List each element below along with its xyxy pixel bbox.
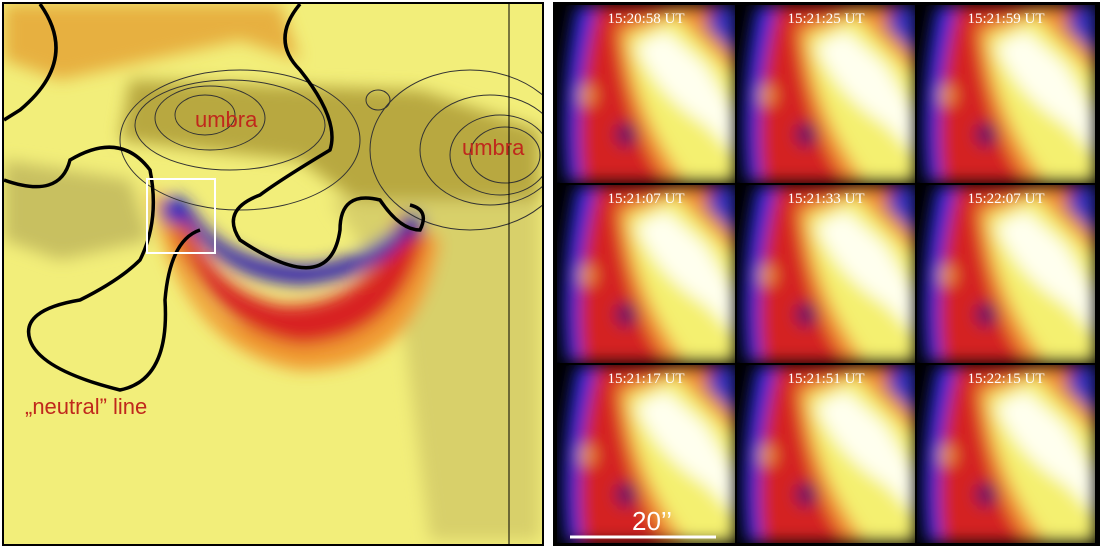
umbra-label: umbra [462, 135, 525, 160]
frame-time: 15:21:59 UT [967, 11, 1044, 27]
frame-time: 15:21:17 UT [607, 371, 684, 387]
frame-time: 15:21:25 UT [787, 11, 864, 27]
scale-bar-label: 20’’ [632, 506, 672, 536]
neutral-line-label: „neutral” line [25, 394, 147, 419]
frame-image [737, 366, 915, 542]
time-series-panel: 15:20:58 UT 15:21:25 UT 15:21:59 UT 15:21:0… [557, 6, 1095, 542]
frame-image [737, 6, 915, 182]
frame-image [557, 186, 735, 362]
frame-image [917, 186, 1095, 362]
magnetogram-panel: umbra umbra „neutral” line [4, 4, 542, 544]
frame-time: 15:21:07 UT [607, 191, 684, 207]
frame-time: 15:21:33 UT [787, 191, 864, 207]
frame-time: 15:22:07 UT [967, 191, 1044, 207]
frame-time: 15:21:51 UT [787, 371, 864, 387]
frame-image [917, 6, 1095, 182]
frame-image [557, 6, 735, 182]
frame-time: 15:20:58 UT [607, 11, 684, 27]
frame-image [917, 366, 1095, 542]
frame-time: 15:22:15 UT [967, 371, 1044, 387]
frame-image [737, 186, 915, 362]
umbra-label: umbra [195, 107, 258, 132]
